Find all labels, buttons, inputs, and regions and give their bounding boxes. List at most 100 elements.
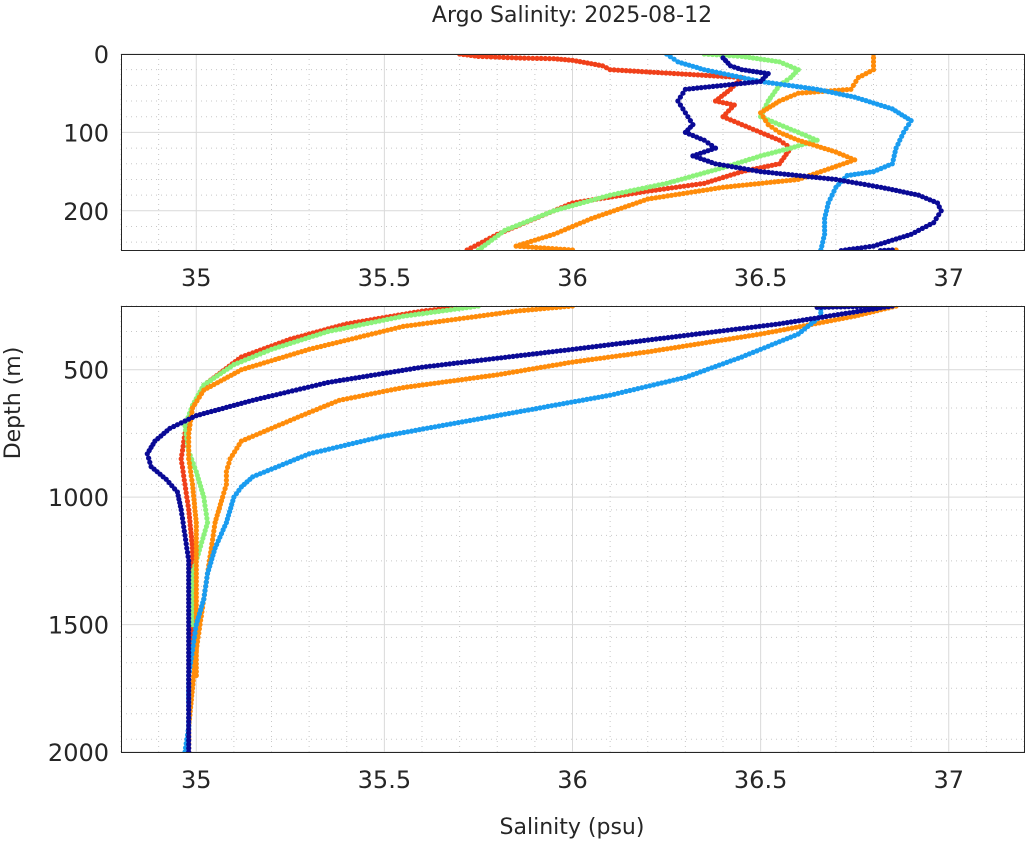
data-point xyxy=(182,532,188,539)
data-point xyxy=(878,306,884,311)
data-point xyxy=(423,364,429,370)
data-point xyxy=(368,391,374,397)
data-point xyxy=(181,473,187,479)
data-point xyxy=(356,374,362,380)
data-point xyxy=(793,172,799,178)
data-point xyxy=(633,338,639,345)
data-point xyxy=(513,308,519,314)
data-point xyxy=(211,528,217,534)
data-point xyxy=(854,245,860,250)
data-point xyxy=(738,80,744,87)
data-point xyxy=(689,182,695,188)
data-point xyxy=(789,172,795,178)
data-point xyxy=(741,166,747,172)
data-point xyxy=(506,354,512,360)
data-point xyxy=(671,56,677,62)
data-point xyxy=(186,562,192,568)
data-point xyxy=(689,332,695,338)
data-point xyxy=(361,321,367,327)
data-point xyxy=(310,450,316,456)
data-point xyxy=(191,497,197,503)
data-point xyxy=(619,190,625,196)
data-point xyxy=(631,68,637,74)
data-point xyxy=(848,86,854,92)
data-point xyxy=(483,415,489,421)
data-point xyxy=(262,394,268,401)
data-point xyxy=(784,320,790,326)
data-point xyxy=(373,435,380,441)
data-point xyxy=(801,173,807,179)
data-point xyxy=(822,220,828,226)
data-point xyxy=(498,412,504,418)
data-point xyxy=(388,387,394,393)
data-point xyxy=(829,176,835,182)
data-point xyxy=(435,380,442,386)
data-point xyxy=(713,329,719,335)
data-point xyxy=(533,406,539,412)
data-point xyxy=(781,171,788,177)
data-point xyxy=(514,353,520,359)
data-point xyxy=(741,325,747,331)
upper-panel: 35 35.5 36 36.5 37 0 100 200 xyxy=(63,41,1025,292)
data-point xyxy=(763,118,769,124)
data-point xyxy=(191,666,197,672)
data-point xyxy=(186,730,192,736)
data-point xyxy=(885,247,891,250)
data-point xyxy=(711,338,717,344)
data-point xyxy=(631,387,637,393)
data-point xyxy=(337,377,343,384)
data-point xyxy=(576,398,582,404)
data-point xyxy=(824,318,830,324)
data-point xyxy=(708,186,714,192)
data-point xyxy=(712,185,718,192)
data-point xyxy=(893,145,899,151)
data-point xyxy=(706,84,712,90)
data-point xyxy=(718,83,724,89)
data-point xyxy=(823,208,830,214)
data-point xyxy=(497,310,503,316)
y-tick-label: 2000 xyxy=(48,739,109,767)
data-point xyxy=(822,231,828,237)
data-point xyxy=(683,71,689,77)
data-point xyxy=(771,179,778,185)
data-point xyxy=(309,383,315,389)
data-point xyxy=(186,507,192,513)
data-point xyxy=(785,171,791,178)
data-point xyxy=(653,187,659,193)
data-point xyxy=(187,518,193,525)
data-point xyxy=(546,363,552,369)
upper-grid xyxy=(120,53,1025,250)
data-point xyxy=(609,354,615,360)
data-point xyxy=(518,352,524,358)
data-point xyxy=(754,79,760,85)
data-point xyxy=(685,183,691,189)
data-point xyxy=(451,360,457,366)
data-point xyxy=(190,643,196,649)
x-tick-label: 36 xyxy=(557,766,588,794)
data-point xyxy=(679,71,685,77)
data-point xyxy=(933,216,939,222)
data-point xyxy=(222,486,228,492)
data-point xyxy=(412,427,419,433)
data-point xyxy=(388,326,394,332)
data-point xyxy=(737,326,743,332)
data-point xyxy=(392,386,398,392)
data-point xyxy=(733,326,739,332)
data-point xyxy=(703,72,709,78)
data-point xyxy=(758,56,764,62)
data-point xyxy=(568,399,574,405)
data-point xyxy=(188,526,194,532)
data-point xyxy=(779,178,786,184)
data-point xyxy=(645,337,651,343)
data-point xyxy=(846,246,852,250)
data-point xyxy=(554,348,560,354)
data-point xyxy=(392,315,398,321)
data-point xyxy=(193,606,199,612)
data-point xyxy=(667,70,673,76)
data-point xyxy=(502,370,508,377)
data-point xyxy=(819,243,825,249)
data-point xyxy=(348,376,355,382)
data-point xyxy=(699,72,705,78)
data-point xyxy=(474,358,480,364)
data-point xyxy=(208,545,214,551)
